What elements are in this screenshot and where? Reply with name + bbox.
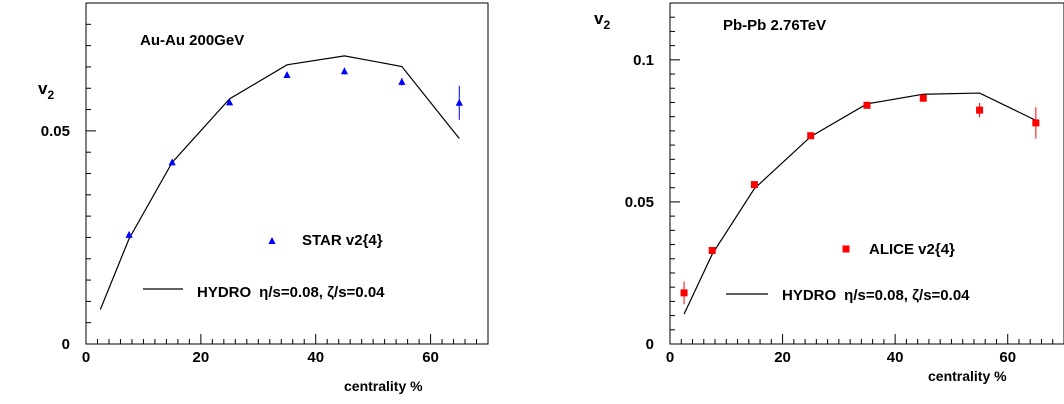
data-point <box>455 98 463 106</box>
data-point <box>976 106 984 114</box>
data-point <box>708 247 716 255</box>
data-point <box>1032 119 1040 127</box>
data-point <box>863 101 871 109</box>
legend-model-label: HYDRO η/s=0.08, ζ/s=0.04 <box>197 284 385 301</box>
chart-title: Au-Au 200GeV <box>140 32 244 49</box>
x-tick-label: 20 <box>774 349 791 366</box>
legend-model-params: η/s=0.08, ζ/s=0.04 <box>844 287 970 304</box>
legend-data-label: STAR v2{4} <box>302 232 383 249</box>
hydro-curve <box>683 92 1037 315</box>
y-tick-label: 0 <box>646 336 654 353</box>
data-point <box>398 77 406 85</box>
data-point <box>283 71 291 79</box>
y-axis-label: v2 <box>594 9 610 32</box>
legend-marker <box>268 237 276 244</box>
data-point <box>168 158 176 166</box>
panel-1: 0 20 40 60 0 0.05 v2 centrality % Au-Au 200GeV ST… <box>38 2 489 394</box>
legend-model-params: η/s=0.08, ζ/s=0.04 <box>259 284 385 301</box>
data-point <box>807 132 815 140</box>
y-tick-label: 0 <box>62 336 70 353</box>
y-axis-label-subscript: 2 <box>603 18 610 32</box>
y-axis-label-subscript: 2 <box>47 88 54 102</box>
y-tick-label: 0.05 <box>41 123 70 140</box>
x-tick-label: 40 <box>887 349 904 366</box>
data-point <box>125 230 133 238</box>
legend-model-label: HYDRO η/s=0.08, ζ/s=0.04 <box>782 287 970 304</box>
data-point <box>680 289 688 297</box>
x-tick-label: 60 <box>999 349 1016 366</box>
x-tick-label: 20 <box>193 349 210 366</box>
legend-model-prefix: HYDRO <box>782 287 837 304</box>
x-tick-label: 40 <box>307 349 324 366</box>
x-tick-label: 60 <box>422 349 439 366</box>
data-point <box>750 181 758 189</box>
y-axis-label: v2 <box>38 79 54 102</box>
y-axis-label-main: v <box>594 9 604 28</box>
x-axis-label: centrality % <box>344 378 423 394</box>
x-axis-label: centrality % <box>928 368 1007 384</box>
data-point <box>225 98 234 106</box>
chart-title: Pb-Pb 2.76TeV <box>723 17 826 34</box>
panel-2: 0 20 40 60 0 0.05 0.1 v2 centrality % Pb-Pb 2.76T… <box>594 2 1064 384</box>
data-point <box>340 67 349 75</box>
y-axis-label-main: v <box>38 79 48 98</box>
legend-data-label: ALICE v2{4} <box>869 241 955 258</box>
legend-marker <box>842 245 850 253</box>
y-tick-label: 0.05 <box>625 194 654 211</box>
data-point <box>919 94 927 102</box>
legend-model-prefix: HYDRO <box>197 284 252 301</box>
y-tick-label: 0.1 <box>633 52 654 69</box>
hydro-curve <box>99 55 460 310</box>
x-tick-label: 0 <box>82 349 90 366</box>
x-tick-label: 0 <box>666 349 674 366</box>
